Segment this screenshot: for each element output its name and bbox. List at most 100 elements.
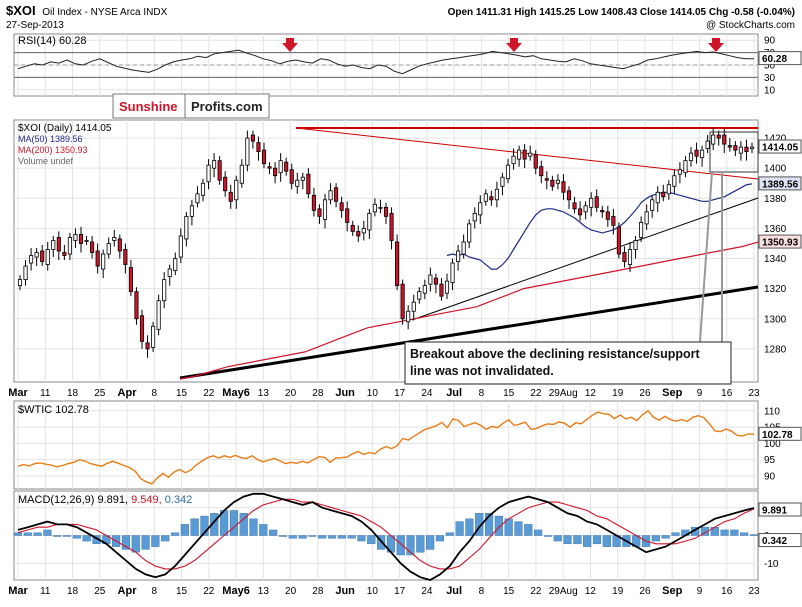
candle-up	[672, 175, 677, 187]
x-tick-label: 16	[721, 388, 733, 399]
candle-up	[500, 176, 505, 187]
macd-histogram-bar	[288, 535, 297, 539]
candle-up	[461, 241, 466, 255]
y-tick-label: 1320	[764, 284, 787, 295]
candle-down	[90, 241, 95, 253]
x-tick-label: 22	[203, 388, 215, 399]
macd-line	[17, 492, 755, 581]
candle-up	[444, 280, 450, 294]
candle-up	[278, 160, 283, 174]
candle-up	[189, 205, 194, 217]
macd-hist-last-value	[758, 533, 802, 548]
candle-up	[406, 310, 411, 323]
macd-histogram-bar	[72, 535, 81, 539]
macd-histogram-bar	[396, 535, 405, 556]
x-tick-label: 10	[367, 586, 379, 597]
x-tick-label: 26	[639, 388, 651, 399]
macd-histogram-bar	[151, 535, 160, 547]
macd-histogram-bar	[553, 535, 562, 542]
ohlc-line: Open 1411.31 High 1415.25 Low 1408.43 Cl…	[448, 7, 795, 18]
macd-histogram-bar	[13, 532, 23, 536]
candle-up	[705, 140, 710, 150]
candle-down	[217, 160, 222, 181]
x-tick-label: 25	[94, 388, 106, 399]
candle-up	[583, 205, 588, 213]
macd-histogram-bar	[416, 535, 425, 553]
macd-histogram-bar	[308, 535, 317, 537]
y-tick-label: 110	[764, 406, 780, 417]
candle-up	[178, 235, 183, 258]
x-tick-label: 8	[479, 388, 485, 399]
candle-down	[317, 208, 322, 217]
macd-histogram-bar	[435, 535, 445, 542]
candle-down	[489, 196, 494, 201]
macd-hist-last-value-text: 0.342	[762, 536, 787, 547]
y-tick-label: 50	[764, 61, 776, 72]
x-tick-label: 23	[748, 388, 760, 399]
candle-up	[411, 301, 416, 312]
price-last-value	[758, 139, 802, 154]
candle-down	[722, 134, 727, 145]
x-tick-label: Jul	[446, 585, 462, 597]
rsi-title: RSI(14) 60.28	[18, 35, 86, 47]
candle-down	[78, 234, 84, 244]
macd-histogram-bar	[455, 521, 464, 536]
macd-histogram-bar	[23, 532, 32, 536]
x-tick-label: 24	[421, 586, 433, 597]
candle-up	[239, 164, 244, 184]
wtic-title: $WTIC 102.78	[18, 404, 89, 416]
candle-up	[206, 164, 211, 183]
candle-down	[572, 202, 577, 210]
candle-up	[422, 285, 427, 294]
macd-histogram-bar	[210, 513, 219, 536]
x-tick-label: 15	[176, 586, 188, 597]
macd-histogram-bar	[465, 518, 474, 536]
candle-down	[533, 154, 538, 169]
x-tick-label: Jun	[335, 585, 355, 597]
candle-up	[372, 203, 377, 213]
candle-up	[84, 240, 89, 242]
macd-histogram-bar	[543, 535, 552, 537]
y-tick-label: 1400	[764, 164, 787, 175]
candle-up	[589, 197, 594, 208]
candle-down	[561, 181, 566, 193]
candle-up	[655, 191, 660, 204]
x-axis-bottom: Mar 11 18 25 Apr 8 15 22 May6 13 20 28 Jun 10 17 24 Jul 8…	[8, 585, 760, 597]
x-tick-label: May6	[222, 387, 250, 399]
candle-up	[478, 202, 483, 216]
macd-histogram-bar	[524, 524, 533, 536]
ma50-last-value-text: 1389.56	[762, 179, 799, 190]
rsi-last-value	[758, 51, 802, 66]
candle-down	[145, 342, 150, 350]
x-tick-label: 18	[67, 586, 79, 597]
candle-down	[400, 283, 405, 320]
candle-up	[162, 279, 167, 302]
x-tick-label: 11	[40, 586, 51, 597]
macd-histogram-bar	[327, 535, 337, 539]
macd-histogram-bar	[475, 513, 484, 536]
x-tick-label: 11	[40, 388, 51, 399]
candle-down	[544, 178, 549, 181]
ma50-last-value	[758, 176, 802, 191]
candle-down	[117, 238, 122, 252]
candle-up	[450, 262, 455, 284]
x-tick-label: 25	[94, 586, 106, 597]
y-tick-label: 90	[764, 471, 776, 482]
candle-up	[245, 137, 250, 166]
x-tick-label: 10	[367, 388, 379, 399]
candle-up	[112, 237, 117, 241]
x-tick-label: 20	[285, 586, 297, 597]
candle-up	[467, 223, 472, 243]
candle-down	[550, 179, 555, 187]
macd-histogram-bar	[445, 532, 454, 536]
macd-histogram-bar	[337, 535, 346, 539]
svg-text:Sunshine: Sunshine	[119, 99, 178, 114]
macd-histogram-bar	[563, 535, 572, 545]
candle-down	[250, 134, 255, 142]
candle-up	[666, 184, 671, 195]
candle-up	[644, 211, 649, 225]
candle-up	[505, 164, 511, 180]
rising-support-line-thick	[179, 285, 759, 380]
